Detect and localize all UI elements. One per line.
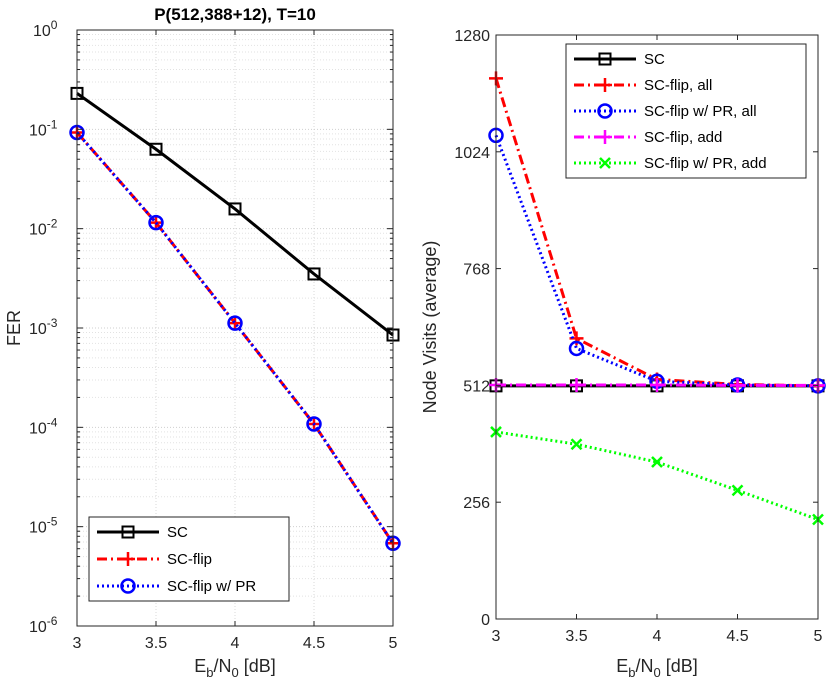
fer-x-tick-label-1: 3 (73, 635, 82, 652)
fer-point-1-3 (228, 202, 242, 216)
fer-y-tick-label-7: 10-6 (29, 614, 58, 636)
fer-legend-marker-2 (121, 552, 135, 566)
nv-legend-marker-2 (598, 78, 612, 92)
fer-y-axis-label: FER (4, 310, 24, 346)
node-visits-legend: SC SC-flip, all SC-flip w/ PR, all SC-flip,… (565, 43, 807, 179)
nv-series-line-3 (494, 134, 819, 388)
nv-y-tick-label-1: 0 (481, 612, 490, 629)
fer-y-tick-label-5: 10-4 (29, 415, 58, 437)
fer-y-tick-label-4: 10-3 (29, 316, 58, 338)
node-visits-chart: 3 3.5 4 4.5 5 0 256 512 768 1024 1280 Node Visits … (420, 28, 826, 680)
fer-series-line-1 (76, 92, 394, 337)
fer-legend: SC SC-flip SC-flip w/ PR (88, 516, 290, 602)
fer-point-2-2 (149, 215, 163, 230)
node-visits-y-axis-label: Node Visits (average) (420, 241, 440, 414)
nv-x-tick-label-2: 3.5 (565, 628, 587, 645)
fer-x-tick-label-4: 4.5 (303, 635, 325, 652)
nv-y-tick-label-4: 768 (463, 262, 490, 279)
fer-legend-marker-1 (121, 525, 135, 539)
fer-x-tick-label-5: 5 (389, 635, 398, 652)
nv-point-3-2 (568, 340, 585, 357)
fer-legend-label-2: SC-flip (167, 551, 212, 568)
node-visits-x-axis-label: Eb/N0 [dB] (616, 656, 698, 680)
nv-point-5-4 (731, 484, 744, 497)
fer-legend-label-3: SC-flip w/ PR (167, 578, 256, 595)
nv-series-5 (490, 426, 824, 526)
nv-legend-marker-1 (598, 52, 612, 66)
nv-point-5-2 (570, 438, 583, 451)
nv-legend-label-3: SC-flip w/ PR, all (644, 103, 757, 120)
nv-point-4-2 (569, 377, 584, 392)
nv-point-4-3 (650, 377, 664, 392)
fer-point-3-3 (227, 315, 243, 331)
fer-y-tick-label-3: 10-2 (29, 217, 58, 239)
nv-y-tick-label-2: 256 (463, 495, 490, 512)
fer-point-3-4 (306, 416, 322, 432)
fer-y-tick-label-2: 10-1 (29, 117, 58, 139)
nv-legend-marker-3 (597, 103, 613, 119)
nv-x-tick-label-4: 4.5 (726, 628, 748, 645)
fer-legend-marker-3 (120, 578, 136, 594)
fer-ticks: 3 3.5 4 4.5 5 100 10-1 10-2 10-3 10-4 10-5 10-6 (29, 18, 398, 652)
nv-x-tick-label-3: 4 (653, 628, 662, 645)
nv-legend-label-1: SC (644, 51, 665, 68)
nv-legend-marker-4 (598, 130, 612, 144)
fer-chart: 3 3.5 4 4.5 5 100 10-1 10-2 10-3 10-4 10-5 10-6 P(5… (4, 5, 401, 680)
node-visits-ticks: 3 3.5 4 4.5 5 0 256 512 768 1024 1280 (454, 28, 822, 645)
nv-point-5-3 (651, 456, 663, 468)
nv-legend-label-2: SC-flip, all (644, 77, 712, 94)
nv-point-4-4 (730, 378, 745, 393)
nv-legend-marker-5 (599, 157, 611, 169)
fer-point-3-2 (148, 214, 164, 231)
fer-point-2-3 (228, 316, 242, 331)
nv-x-tick-label-5: 5 (814, 628, 823, 645)
fer-x-axis-label: Eb/N0 [dB] (194, 656, 276, 680)
fer-chart-title: P(512,388+12), T=10 (154, 5, 316, 24)
nv-series-4 (489, 377, 825, 393)
fer-x-tick-label-2: 3.5 (145, 635, 167, 652)
nv-y-tick-label-6: 1280 (454, 28, 490, 45)
nv-x-tick-label-1: 3 (492, 628, 501, 645)
fer-point-1-4 (307, 267, 321, 281)
nv-y-tick-label-3: 512 (463, 378, 490, 395)
fer-y-tick-label-6: 10-5 (29, 515, 58, 537)
fer-y-tick-label-1: 100 (33, 18, 58, 40)
nv-legend-label-4: SC-flip, add (644, 129, 722, 146)
node-visits-series (488, 71, 826, 526)
fer-point-1-2 (149, 142, 163, 156)
nv-legend-label-5: SC-flip w/ PR, add (644, 155, 767, 172)
fer-x-tick-label-3: 4 (231, 635, 240, 652)
nv-y-tick-label-5: 1024 (454, 145, 490, 162)
fer-legend-label-1: SC (167, 524, 188, 541)
